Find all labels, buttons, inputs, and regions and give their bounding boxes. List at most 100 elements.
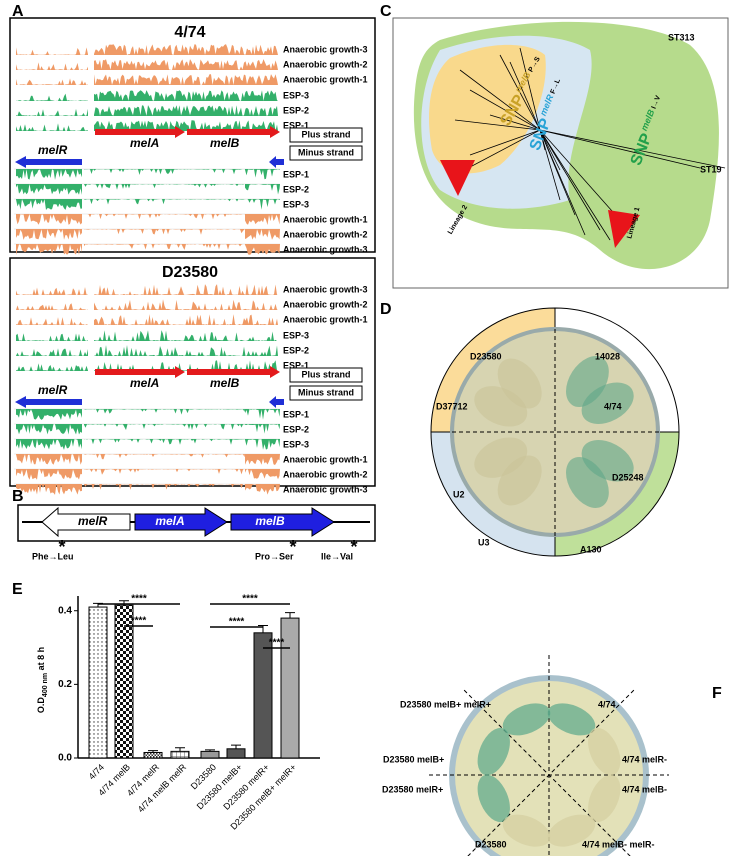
track-label: Anaerobic growth-1 xyxy=(283,214,368,224)
panel-label: E xyxy=(12,581,23,598)
coverage-track xyxy=(16,287,88,295)
coverage-track xyxy=(16,62,88,70)
coverage-track xyxy=(16,333,88,341)
significance-label: **** xyxy=(131,616,147,627)
tree-branch xyxy=(539,129,561,171)
coverage-track xyxy=(84,454,245,460)
track-label: Anaerobic growth-3 xyxy=(283,284,368,294)
gene-arrow xyxy=(230,507,335,537)
tree-branch xyxy=(539,129,726,169)
coverage-track xyxy=(16,93,88,101)
tree-branch xyxy=(469,89,541,131)
coverage-track xyxy=(16,229,82,240)
strain-label: 4/74 melB- xyxy=(622,784,667,794)
track-label: ESP-1 xyxy=(283,360,309,370)
coverage-track xyxy=(84,244,245,250)
coverage-track xyxy=(16,47,88,55)
tree-branch xyxy=(499,54,541,131)
streak xyxy=(588,727,621,776)
gene-arrow xyxy=(269,396,284,408)
gene-arrow xyxy=(95,126,185,138)
streak xyxy=(477,727,510,776)
mutation-label: Pro→Ser xyxy=(255,551,294,561)
significance-label: **** xyxy=(229,617,245,628)
strain-label: 4/74 melB- melR- xyxy=(582,839,655,849)
streak xyxy=(588,774,621,823)
mutation-label: Phe→Leu xyxy=(32,551,74,561)
strand-label: Plus strand xyxy=(301,129,350,139)
bar xyxy=(226,748,246,759)
strain-label: 14028 xyxy=(595,351,620,361)
track-label: ESP-3 xyxy=(283,330,309,340)
gene-arrow xyxy=(95,366,185,378)
gene-label: melA xyxy=(155,514,184,528)
gene-arrow xyxy=(187,366,280,378)
mutation-label: Ile→Val xyxy=(321,551,353,561)
track-label: Anaerobic growth-2 xyxy=(283,229,368,239)
coverage-track xyxy=(16,214,82,225)
coverage-track xyxy=(16,303,88,310)
strain-label: D37712 xyxy=(436,401,468,411)
gene-label: melB xyxy=(210,376,240,390)
streak xyxy=(502,703,551,736)
coverage-track xyxy=(16,484,82,495)
error-bar xyxy=(231,744,241,749)
outgroup-label: ST19 xyxy=(700,164,722,174)
coverage-track xyxy=(245,214,280,225)
track-label: Anaerobic growth-1 xyxy=(283,314,368,324)
coverage-track xyxy=(16,424,82,435)
track-label: Anaerobic growth-3 xyxy=(283,484,368,494)
coverage-track xyxy=(16,348,88,356)
strand-label: Plus strand xyxy=(301,369,350,379)
track-label: Anaerobic growth-3 xyxy=(283,44,368,54)
lineage-triangle xyxy=(440,160,475,196)
panel-box xyxy=(9,17,376,253)
gene-label: melA xyxy=(130,376,159,390)
track-label: Anaerobic growth-2 xyxy=(283,469,368,479)
coverage-track xyxy=(84,469,245,475)
tree-branch xyxy=(469,129,541,156)
gene-label: melB xyxy=(210,136,240,150)
coverage-track xyxy=(84,439,245,445)
tree-branch xyxy=(539,129,701,169)
coverage-track xyxy=(245,469,280,480)
y-tick-label: 0.2 xyxy=(58,679,72,690)
coverage-track xyxy=(84,169,245,175)
gene-label: melR xyxy=(38,143,68,157)
track-label: ESP-1 xyxy=(283,120,309,130)
strain-label: D23580 melR+ xyxy=(382,784,443,794)
panel-label: B xyxy=(12,488,24,505)
streak xyxy=(566,456,609,508)
coverage-track xyxy=(84,199,245,205)
track-label: ESP-2 xyxy=(283,345,309,355)
group-label: ST313 xyxy=(668,32,695,42)
track-label: Anaerobic growth-1 xyxy=(283,454,368,464)
strain-label: D23580 xyxy=(470,351,502,361)
bar xyxy=(200,750,220,759)
gene-arrow xyxy=(269,156,284,168)
significance-label: **** xyxy=(242,594,258,605)
snp-change: I→V xyxy=(651,94,663,110)
bar xyxy=(170,750,190,759)
strand-box xyxy=(289,385,363,401)
track-label: ESP-1 xyxy=(283,409,309,419)
coverage-track xyxy=(94,284,278,295)
coverage-track xyxy=(16,78,88,85)
bar xyxy=(114,604,134,759)
coverage-track xyxy=(16,469,82,480)
error-bar xyxy=(205,749,215,752)
coverage-track xyxy=(94,59,278,70)
error-bar xyxy=(175,747,185,752)
tree-branch xyxy=(489,114,541,131)
coverage-track xyxy=(94,105,278,116)
strain-label: D23580 melB+ melR+ xyxy=(400,699,491,709)
block-title: 4/74 xyxy=(174,24,205,41)
coverage-track xyxy=(16,108,88,116)
coverage-track xyxy=(245,229,280,240)
coverage-track xyxy=(94,330,278,341)
coverage-track xyxy=(94,120,278,131)
panel-box xyxy=(392,17,729,289)
tree-branch xyxy=(539,129,561,201)
coverage-track xyxy=(16,409,82,420)
